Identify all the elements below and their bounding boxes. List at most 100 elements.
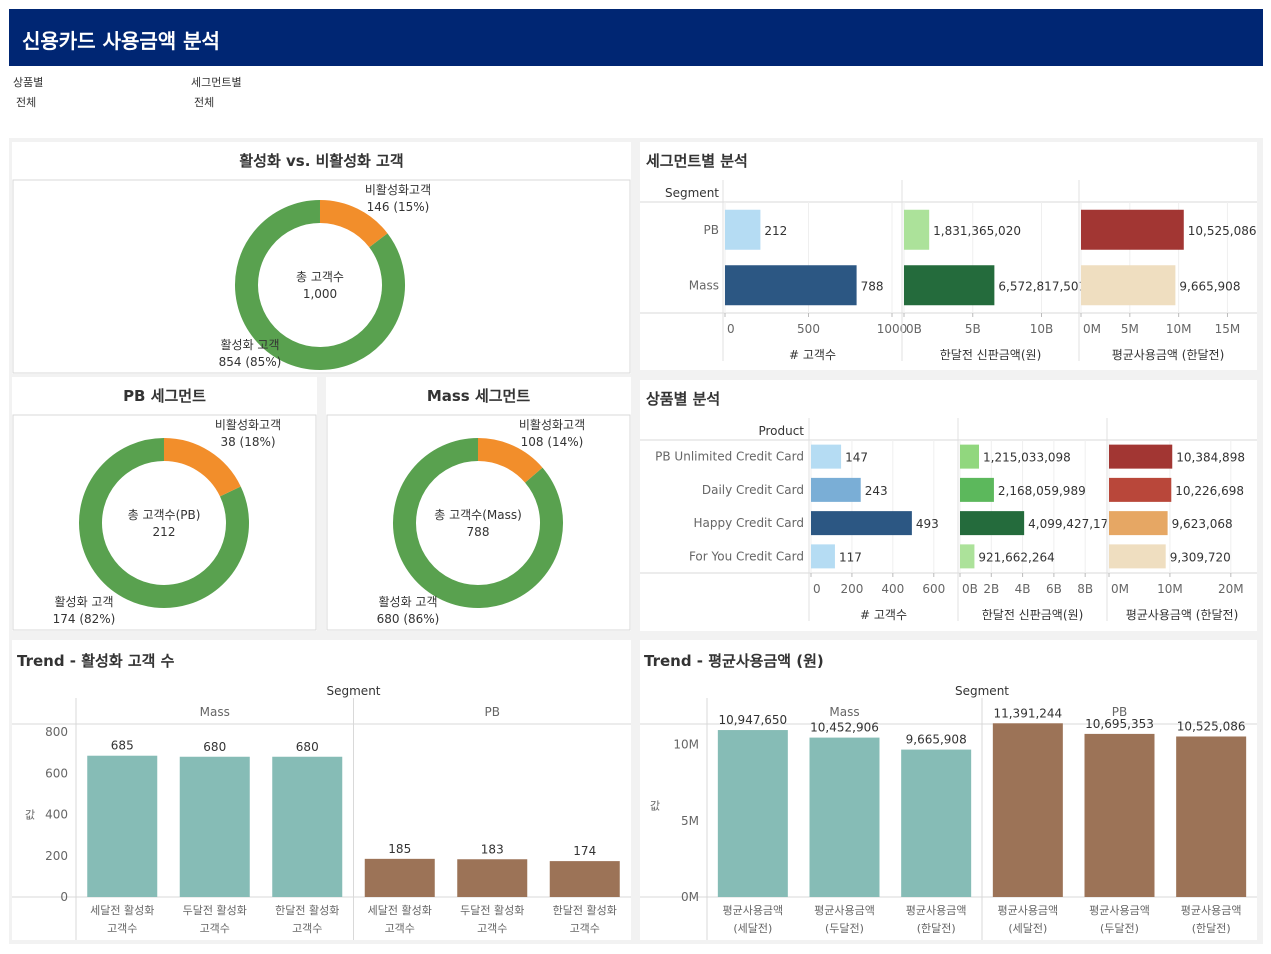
bar[interactable] — [901, 749, 972, 897]
bar-value-label: 685 — [111, 739, 134, 753]
donut-inactive-label: 비활성화고객 — [519, 418, 585, 432]
donut-slice-inactive[interactable] — [477, 438, 543, 483]
donut-center-value: 1,000 — [303, 287, 337, 301]
bar[interactable] — [725, 265, 857, 306]
group-label: Mass — [829, 705, 859, 719]
bar-value-label: 117 — [839, 550, 862, 564]
product-chart[interactable]: Product PB Unlimited Credit Card Daily Cre… — [640, 380, 1257, 631]
bar-value-label: 9,623,068 — [1172, 517, 1233, 531]
bar[interactable] — [1109, 544, 1166, 569]
trend-count-panel: Trend - 활성화 고객 수 Segment 값 0 200 400 600 800 Ma… — [12, 640, 631, 940]
bar-value-label: 10,695,353 — [1085, 717, 1154, 731]
bar[interactable] — [811, 477, 861, 502]
bar[interactable] — [904, 209, 930, 250]
bar[interactable] — [1109, 477, 1172, 502]
active-donut-chart[interactable]: 총 고객수 1,000 비활성화고객 146 (15%) 활성화 고객 854 (85%) — [12, 142, 631, 374]
bar-value-label: 10,947,650 — [718, 713, 787, 727]
bar[interactable] — [272, 756, 343, 897]
bar[interactable] — [1176, 736, 1247, 897]
y-tick-label: 0M — [681, 890, 699, 904]
donut-active-value: 174 (82%) — [53, 612, 116, 626]
donut-slice-active[interactable] — [79, 438, 249, 608]
axis-title: 평균사용금액 (한달전) — [1126, 608, 1239, 622]
bar-value-label: 147 — [845, 451, 868, 465]
bar[interactable] — [549, 861, 620, 897]
donut-active-value: 680 (86%) — [377, 612, 440, 626]
x-tick-label: 0 — [727, 322, 735, 336]
bar-value-label: 183 — [481, 842, 504, 856]
donut-active-label: 활성화 고객 — [54, 595, 113, 609]
x-category-label: 두달전 활성화 — [183, 903, 247, 917]
bar[interactable] — [1081, 265, 1176, 306]
axis-title: 한달전 신판금액(원) — [982, 608, 1084, 622]
donut-center-label: 총 고객수 — [296, 270, 344, 284]
bar[interactable] — [1084, 733, 1155, 897]
donut-slice-active[interactable] — [235, 200, 405, 370]
bar[interactable] — [87, 755, 158, 897]
row-label: For You Credit Card — [689, 549, 804, 563]
bar[interactable] — [1109, 444, 1173, 469]
active-donut-panel: 활성화 vs. 비활성화 고객 총 고객수 1,000 비활성화고객 146 (15%… — [12, 142, 631, 374]
x-tick-label: 4B — [1015, 582, 1031, 596]
x-tick-label: 0M — [1111, 582, 1129, 596]
bar[interactable] — [364, 858, 435, 897]
mass-donut-panel: Mass 세그먼트 총 고객수(Mass) 788 비활성화고객 108 (14%) 활… — [326, 377, 631, 631]
y-tick-label: 0 — [60, 890, 68, 904]
bar-value-label: 9,665,908 — [906, 733, 967, 747]
donut-active-value: 854 (85%) — [219, 355, 282, 369]
bar-value-label: 174 — [573, 844, 596, 858]
filter-segment-label: 세그먼트별 — [191, 76, 242, 89]
y-axis-label: 값 — [25, 809, 35, 822]
filter-product[interactable]: 상품별 전체 — [13, 74, 43, 110]
bar[interactable] — [717, 730, 788, 897]
mass-donut-chart[interactable]: 총 고객수(Mass) 788 비활성화고객 108 (14%) 활성화 고객 680 (… — [326, 377, 631, 631]
donut-slice-inactive[interactable] — [319, 200, 388, 248]
bar[interactable] — [992, 723, 1063, 897]
donut-inactive-value: 38 (18%) — [220, 435, 275, 449]
x-tick-label: 0 — [813, 582, 821, 596]
donut-inactive-value: 108 (14%) — [521, 435, 584, 449]
x-category-label: 한달전 활성화 — [553, 903, 617, 917]
bar[interactable] — [904, 265, 995, 306]
bar[interactable] — [960, 477, 994, 502]
donut-slice-inactive[interactable] — [163, 438, 241, 497]
bar[interactable] — [1109, 511, 1168, 536]
bar[interactable] — [960, 444, 980, 469]
pb-donut-chart[interactable]: 총 고객수(PB) 212 비활성화고객 38 (18%) 활성화 고객 174 (82%… — [12, 377, 317, 631]
bar-value-label: 185 — [388, 842, 411, 856]
x-category-label: 평균사용금액 — [997, 904, 1058, 917]
trend-avg-chart[interactable]: Segment 값 0M 5M 10M Mass 10,947,650 평균사용금액 (세달전)… — [640, 640, 1257, 940]
bar[interactable] — [960, 544, 975, 569]
x-category-label: (세달전) — [733, 922, 772, 935]
group-header: Segment — [327, 684, 381, 698]
bar[interactable] — [960, 511, 1025, 536]
bar[interactable] — [811, 444, 842, 469]
bar-value-label: 11,391,244 — [993, 706, 1062, 720]
filter-product-value[interactable]: 전체 — [16, 96, 37, 109]
dim-header: Product — [758, 424, 804, 438]
filter-segment-value[interactable]: 전체 — [194, 96, 215, 109]
bar[interactable] — [179, 756, 250, 897]
segment-panel: 세그먼트별 분석 Segment PB Mass 0 500 1000 212 788 # 고객… — [640, 142, 1257, 370]
x-tick-label: 10M — [1157, 582, 1183, 596]
x-category-label: (세달전) — [1008, 922, 1047, 935]
bar[interactable] — [811, 511, 912, 536]
donut-inactive-value: 146 (15%) — [367, 200, 430, 214]
x-category-label: 한달전 활성화 — [275, 903, 339, 917]
donut-slice-active[interactable] — [393, 438, 563, 608]
bar[interactable] — [809, 737, 880, 897]
x-tick-label: 8B — [1077, 582, 1093, 596]
bar[interactable] — [725, 209, 761, 250]
bar[interactable] — [457, 859, 528, 897]
x-tick-label: 200 — [840, 582, 863, 596]
pb-donut-panel: PB 세그먼트 총 고객수(PB) 212 비활성화고객 38 (18%) 활성화 고객… — [12, 377, 317, 631]
filter-segment[interactable]: 세그먼트별 전체 — [191, 74, 242, 110]
bar[interactable] — [811, 544, 835, 569]
bar-value-label: 788 — [861, 279, 884, 293]
bar[interactable] — [1081, 209, 1184, 250]
segment-chart[interactable]: Segment PB Mass 0 500 1000 212 788 # 고객수 0B 5B 10B 1… — [640, 142, 1257, 370]
dashboard-header: 신용카드 사용금액 분석 — [9, 9, 1263, 66]
donut-center-value: 212 — [153, 525, 176, 539]
segment-title: 세그먼트별 분석 — [646, 152, 748, 170]
